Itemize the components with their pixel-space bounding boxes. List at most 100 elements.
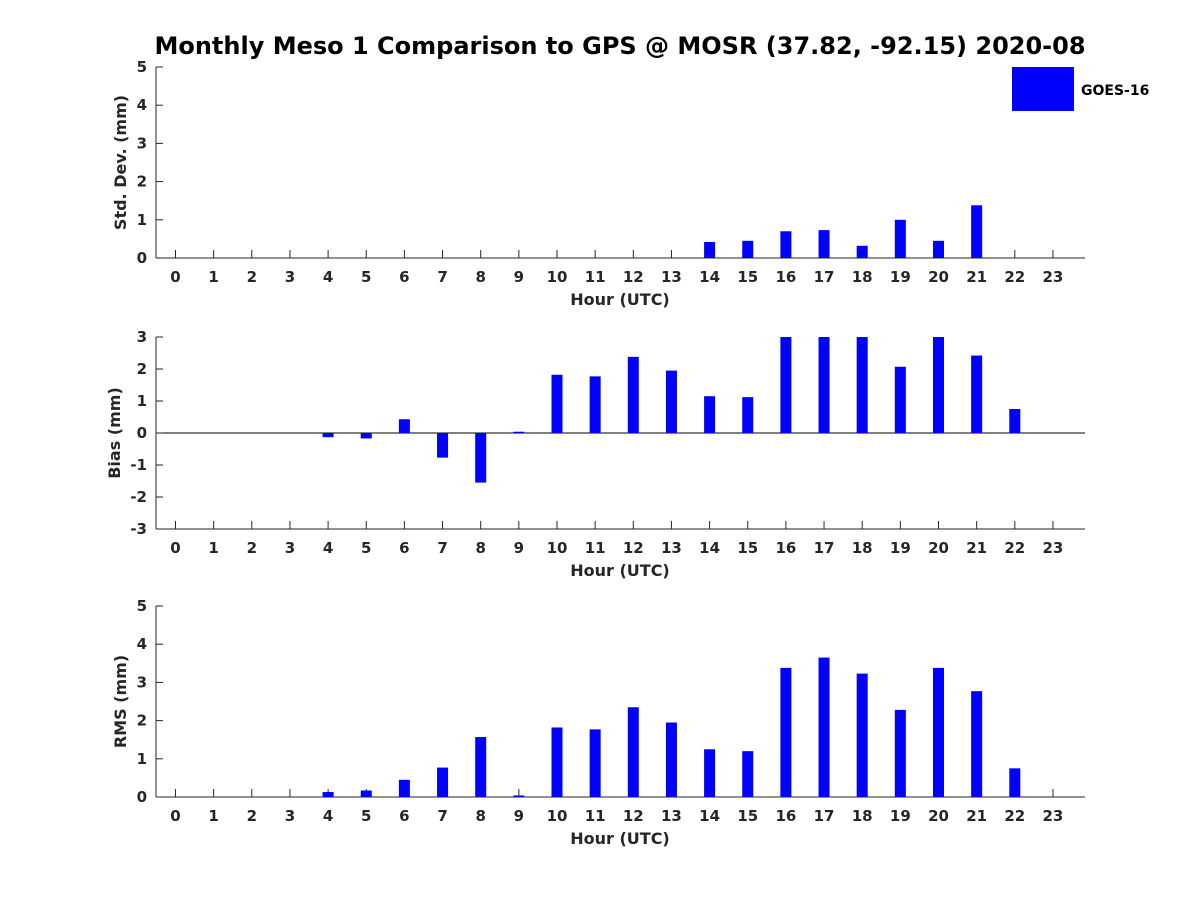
bias-xtick-label: 21	[966, 539, 987, 557]
std-dev-xtick-label: 4	[323, 268, 333, 286]
std-dev-xtick-label: 0	[170, 268, 180, 286]
legend-label: GOES-16	[1081, 83, 1149, 99]
std-dev-xtick-label: 15	[737, 268, 758, 286]
bias-xtick-label: 8	[475, 539, 485, 557]
bias-ytick-label: 0	[137, 424, 147, 442]
rms-xtick-label: 21	[966, 807, 987, 825]
rms-bar-hour-20	[933, 667, 944, 797]
bias-bar-hour-15	[742, 397, 754, 433]
rms-bar-hour-16	[780, 667, 792, 797]
bias-bar-hour-14	[704, 396, 716, 433]
bias-x-axis-label: Hour (UTC)	[570, 561, 670, 580]
bias-xtick-label: 1	[208, 539, 218, 557]
bias-bar-hour-18	[856, 337, 868, 433]
std-dev-xtick-label: 13	[661, 268, 682, 286]
bias-xtick-label: 13	[661, 539, 682, 557]
rms-xtick-label: 19	[890, 807, 911, 825]
bias-xtick-label: 2	[247, 539, 257, 557]
bias-xtick-label: 9	[514, 539, 524, 557]
rms-bar-hour-22	[1009, 768, 1021, 797]
rms-bar-hour-18	[856, 673, 868, 797]
rms-x-axis-label: Hour (UTC)	[570, 829, 670, 848]
std-dev-xtick-label: 16	[775, 268, 796, 286]
bias-xtick-label: 5	[361, 539, 371, 557]
bias-xtick-label: 4	[323, 539, 333, 557]
rms-xtick-label: 10	[547, 807, 568, 825]
std-dev-bar-hour-20	[933, 240, 944, 258]
bias-bar-hour-5	[360, 433, 372, 439]
std-dev-bar-hour-16	[780, 231, 792, 258]
rms-xtick-label: 13	[661, 807, 682, 825]
std-dev-xtick-label: 21	[966, 268, 987, 286]
std-dev-ytick-label: 3	[137, 134, 147, 152]
std-dev-xtick-label: 14	[699, 268, 720, 286]
bias-bar-hour-16	[780, 337, 792, 433]
rms-xtick-label: 14	[699, 807, 720, 825]
std-dev-bar-hour-14	[704, 241, 716, 258]
rms-bar-hour-21	[971, 691, 983, 797]
bias-xtick-label: 12	[623, 539, 644, 557]
std-dev-ytick-label: 5	[137, 58, 147, 76]
rms-ytick-label: 5	[137, 597, 147, 615]
bias-ytick-label: 2	[137, 360, 147, 378]
std-dev-xtick-label: 10	[547, 268, 568, 286]
bias-ytick-label: 1	[137, 392, 147, 410]
std-dev-y-axis-label: Std. Dev. (mm)	[111, 95, 130, 230]
bias-bar-hour-4	[322, 433, 334, 438]
rms-bar-hour-4	[322, 792, 334, 797]
std-dev-bar-hour-21	[971, 205, 983, 258]
bias-bar-hour-8	[475, 433, 487, 483]
bias-bar-hour-20	[933, 337, 944, 433]
bias-bar-hour-11	[589, 376, 601, 433]
std-dev-xtick-label: 3	[285, 268, 295, 286]
rms-xtick-label: 4	[323, 807, 333, 825]
rms-ytick-label: 4	[137, 635, 147, 653]
bias-ytick-label: -1	[130, 456, 147, 474]
bias-bar-hour-12	[627, 356, 639, 433]
bias-bar-hour-10	[551, 374, 563, 433]
bias-xtick-label: 17	[814, 539, 835, 557]
bias-bar-hour-17	[818, 337, 830, 433]
bias-bar-hour-22	[1009, 409, 1021, 433]
rms-ytick-label: 3	[137, 673, 147, 691]
bias-xtick-label: 7	[437, 539, 447, 557]
std-dev-xtick-label: 22	[1004, 268, 1025, 286]
rms-xtick-label: 8	[475, 807, 485, 825]
bias-xtick-label: 19	[890, 539, 911, 557]
std-dev-xtick-label: 12	[623, 268, 644, 286]
bias-xtick-label: 10	[547, 539, 568, 557]
rms-xtick-label: 5	[361, 807, 371, 825]
bias-xtick-label: 14	[699, 539, 720, 557]
bias-ytick-label: -2	[130, 488, 147, 506]
std-dev-ytick-label: 0	[137, 249, 147, 267]
bias-bar-hour-13	[665, 370, 677, 433]
rms-xtick-label: 22	[1004, 807, 1025, 825]
rms-ytick-label: 2	[137, 712, 147, 730]
std-dev-xtick-label: 2	[247, 268, 257, 286]
std-dev-xtick-label: 9	[514, 268, 524, 286]
std-dev-ytick-label: 1	[137, 211, 147, 229]
bias-xtick-label: 11	[585, 539, 606, 557]
std-dev-xtick-label: 19	[890, 268, 911, 286]
std-dev-ytick-label: 4	[137, 96, 147, 114]
bias-bar-hour-21	[971, 355, 983, 433]
rms-xtick-label: 7	[437, 807, 447, 825]
figure-title: Monthly Meso 1 Comparison to GPS @ MOSR …	[154, 32, 1085, 60]
rms-xtick-label: 2	[247, 807, 257, 825]
bias-xtick-label: 18	[852, 539, 873, 557]
rms-xtick-label: 16	[775, 807, 796, 825]
rms-bar-hour-15	[742, 751, 754, 797]
std-dev-bar-hour-17	[818, 230, 830, 258]
std-dev-xtick-label: 6	[399, 268, 409, 286]
rms-xtick-label: 12	[623, 807, 644, 825]
bias-xtick-label: 3	[285, 539, 295, 557]
bias-y-axis-label: Bias (mm)	[105, 387, 124, 479]
bias-bar-hour-6	[398, 419, 410, 433]
std-dev-xtick-label: 5	[361, 268, 371, 286]
bias-bar-hour-9	[513, 431, 525, 433]
bias-bar-hour-19	[894, 366, 906, 433]
std-dev-bar-hour-19	[894, 219, 906, 258]
